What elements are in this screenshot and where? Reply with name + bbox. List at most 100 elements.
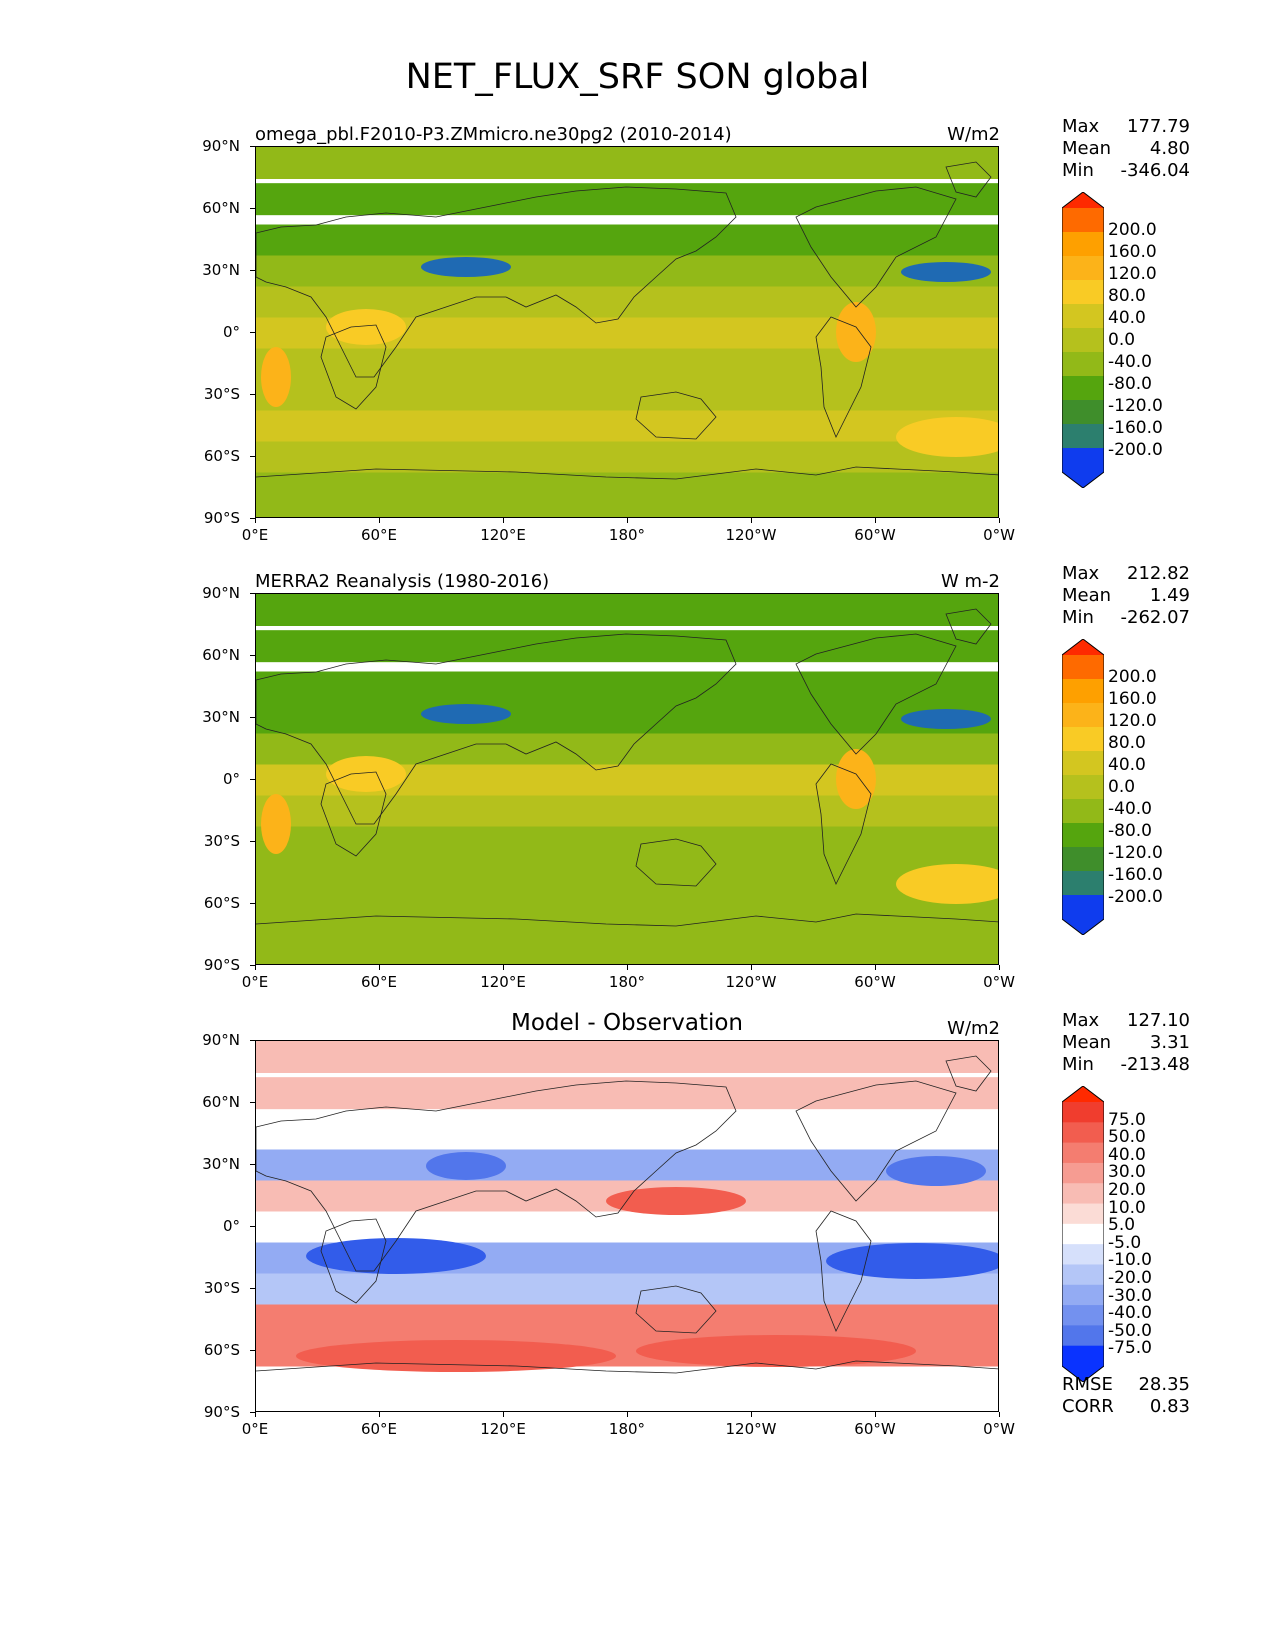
colorbar-segment (1062, 847, 1104, 872)
colorbar-tick-label: 5.0 (1108, 1215, 1136, 1236)
stat-label: Min (1062, 160, 1094, 181)
field-feature (896, 864, 998, 904)
colorbar-segment (1062, 1325, 1104, 1347)
zonal-band (256, 1387, 998, 1411)
colorbar-extend-min (1062, 448, 1104, 488)
colorbar-segment (1062, 871, 1104, 896)
stat-row: Max 177.79 (1062, 116, 1190, 138)
x-tick-label: 60°E (360, 1420, 398, 1438)
y-tick-label: 90°S (203, 1403, 240, 1421)
colorbar-tick-label: 40.0 (1108, 308, 1146, 328)
colorbar-tick-label: -40.0 (1108, 799, 1152, 819)
colorbar-segment (1062, 1122, 1104, 1144)
colorbar-tick-label: 160.0 (1108, 242, 1157, 262)
map-field (256, 594, 998, 964)
zonal-band (256, 940, 998, 964)
zonal-band (256, 147, 998, 179)
colorbar-tick-label: 0.0 (1108, 777, 1136, 797)
stat-row: Mean 3.31 (1062, 1032, 1190, 1054)
colorbar-segment (1062, 1102, 1104, 1123)
y-tick-label: 30°N (202, 1155, 240, 1173)
stat-label: Max (1062, 116, 1100, 137)
y-tick-label: 30°N (202, 261, 240, 279)
x-tick-mark (751, 965, 752, 970)
y-tick-label: 60°S (203, 894, 240, 912)
field-feature (826, 1243, 998, 1279)
x-tick-mark (255, 518, 256, 523)
x-tick-label: 0°E (241, 526, 269, 544)
zonal-band (256, 255, 998, 288)
x-tick-label: 120°E (480, 1420, 526, 1438)
x-tick-label: 60°W (854, 973, 896, 991)
rmse-box: RMSE 28.35 CORR 0.83 (1062, 1374, 1190, 1418)
x-tick-mark (255, 1412, 256, 1417)
colorbar-tick-label: -120.0 (1108, 843, 1163, 863)
colorbar-segment (1062, 232, 1104, 257)
x-tick-mark (503, 1412, 504, 1417)
y-tick-mark (250, 146, 255, 147)
colorbar-segment (1062, 751, 1104, 776)
stat-value: -346.04 (1120, 160, 1190, 181)
x-tick-label: 180° (608, 973, 646, 991)
colorbar-tick-label: 40.0 (1108, 755, 1146, 775)
panel-left-title: MERRA2 Reanalysis (1980-2016) (255, 571, 550, 592)
zonal-band (256, 630, 998, 663)
zonal-band (256, 671, 998, 704)
colorbar-tick-label: -80.0 (1108, 821, 1152, 841)
stat-label: Mean (1062, 585, 1112, 606)
colorbar-tick-label: 80.0 (1108, 733, 1146, 753)
x-tick-label: 60°W (854, 1420, 896, 1438)
colorbar-segment (1062, 1203, 1104, 1225)
map-field (256, 147, 998, 517)
y-tick-mark (250, 456, 255, 457)
y-tick-mark (250, 1164, 255, 1165)
x-tick-label: 180° (608, 1420, 646, 1438)
field-feature (296, 1340, 616, 1372)
colorbar-segment (1062, 1244, 1104, 1265)
x-tick-label: 180° (608, 526, 646, 544)
y-tick-mark (250, 1288, 255, 1289)
x-tick-mark (999, 965, 1000, 970)
x-tick-mark (379, 518, 380, 523)
colorbar-tick-label: -40.0 (1108, 352, 1152, 372)
zonal-band (256, 410, 998, 443)
x-tick-mark (379, 1412, 380, 1417)
field-feature (306, 1238, 486, 1274)
y-tick-mark (250, 841, 255, 842)
stat-label: Mean (1062, 1032, 1112, 1053)
x-tick-label: 0°W (983, 973, 1015, 991)
colorbar-tick-label: 0.0 (1108, 330, 1136, 350)
zonal-band (256, 348, 998, 381)
field-feature (901, 709, 991, 729)
field-feature (421, 704, 511, 724)
y-tick-mark (250, 332, 255, 333)
zonal-band (256, 1118, 998, 1151)
y-tick-mark (250, 1102, 255, 1103)
stat-label: Max (1062, 563, 1100, 584)
colorbar-tick-label: -160.0 (1108, 865, 1163, 885)
stats-box: Max 212.82 Mean 1.49 Min -262.07 (1062, 563, 1190, 629)
colorbar-segment (1062, 1162, 1104, 1184)
zonal-band (256, 1211, 998, 1244)
colorbar-segment (1062, 1183, 1104, 1205)
x-tick-label: 60°W (854, 526, 896, 544)
colorbar-segment (1062, 655, 1104, 680)
map-panel-1: omega_pbl.F2010-P3.ZMmicro.ne30pg2 (2010… (0, 116, 1275, 586)
colorbar-tick-label: 20.0 (1108, 1180, 1146, 1200)
y-tick-label: 60°S (203, 447, 240, 465)
colorbar-extend-min (1062, 1345, 1104, 1382)
x-tick-label: 60°E (360, 526, 398, 544)
x-tick-mark (627, 1412, 628, 1417)
colorbar-segment (1062, 376, 1104, 401)
y-tick-label: 60°N (202, 646, 240, 664)
map-field (256, 1041, 998, 1411)
y-tick-label: 90°N (202, 137, 240, 155)
x-tick-mark (875, 518, 876, 523)
colorbar-tick-label: -5.0 (1108, 1232, 1142, 1253)
stat-value: 1.49 (1149, 585, 1190, 606)
zonal-band (256, 1304, 998, 1337)
zonal-band (256, 183, 998, 216)
colorbar-segment (1062, 1223, 1104, 1245)
colorbar-tick-label: -50.0 (1108, 1320, 1152, 1341)
y-tick-label: 90°S (203, 509, 240, 527)
